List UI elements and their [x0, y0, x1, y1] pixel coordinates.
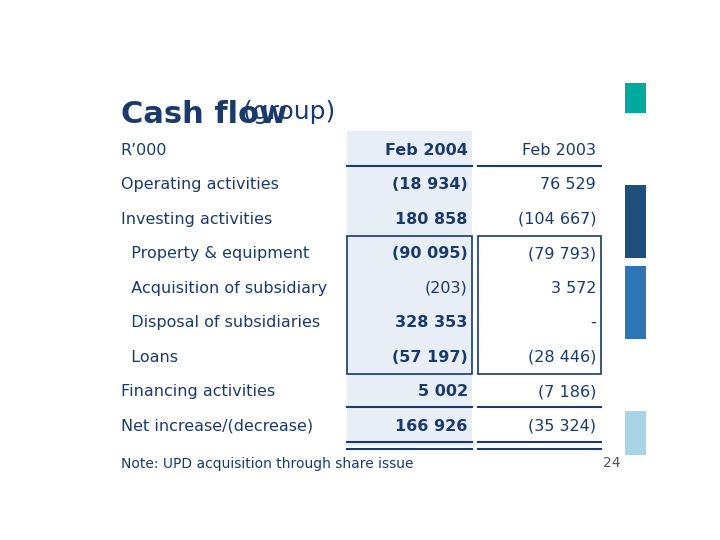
- Text: Net increase/(decrease): Net increase/(decrease): [121, 418, 312, 434]
- Text: (57 197): (57 197): [392, 349, 468, 364]
- Text: 180 858: 180 858: [395, 212, 468, 227]
- Text: Operating activities: Operating activities: [121, 177, 279, 192]
- Text: Property & equipment: Property & equipment: [121, 246, 309, 261]
- Text: (104 667): (104 667): [518, 212, 596, 227]
- Text: Cash flow: Cash flow: [121, 100, 287, 129]
- Text: (7 186): (7 186): [538, 384, 596, 399]
- Text: Note: UPD acquisition through share issue: Note: UPD acquisition through share issu…: [121, 457, 413, 471]
- Text: Disposal of subsidiaries: Disposal of subsidiaries: [121, 315, 320, 330]
- Bar: [478, 235, 600, 374]
- Text: 328 353: 328 353: [395, 315, 468, 330]
- Text: 5 002: 5 002: [418, 384, 468, 399]
- Text: (28 446): (28 446): [528, 349, 596, 364]
- Bar: [624, 83, 646, 113]
- Bar: [624, 411, 646, 455]
- Text: (group): (group): [235, 100, 336, 124]
- Bar: [624, 266, 646, 339]
- Text: -: -: [590, 315, 596, 330]
- Bar: [347, 235, 472, 374]
- Text: R’000: R’000: [121, 143, 167, 158]
- Text: 24: 24: [603, 456, 620, 470]
- Text: (90 095): (90 095): [392, 246, 468, 261]
- Text: Loans: Loans: [121, 349, 178, 364]
- Text: Financing activities: Financing activities: [121, 384, 275, 399]
- Bar: [347, 131, 472, 446]
- Text: (18 934): (18 934): [392, 177, 468, 192]
- Text: (35 324): (35 324): [528, 418, 596, 434]
- Text: Feb 2003: Feb 2003: [522, 143, 596, 158]
- Text: Investing activities: Investing activities: [121, 212, 272, 227]
- Text: Feb 2004: Feb 2004: [385, 143, 468, 158]
- Text: (203): (203): [425, 281, 468, 295]
- Bar: [624, 185, 646, 258]
- Text: Acquisition of subsidiary: Acquisition of subsidiary: [121, 281, 327, 295]
- Text: 3 572: 3 572: [551, 281, 596, 295]
- Text: 166 926: 166 926: [395, 418, 468, 434]
- Text: 76 529: 76 529: [540, 177, 596, 192]
- Text: (79 793): (79 793): [528, 246, 596, 261]
